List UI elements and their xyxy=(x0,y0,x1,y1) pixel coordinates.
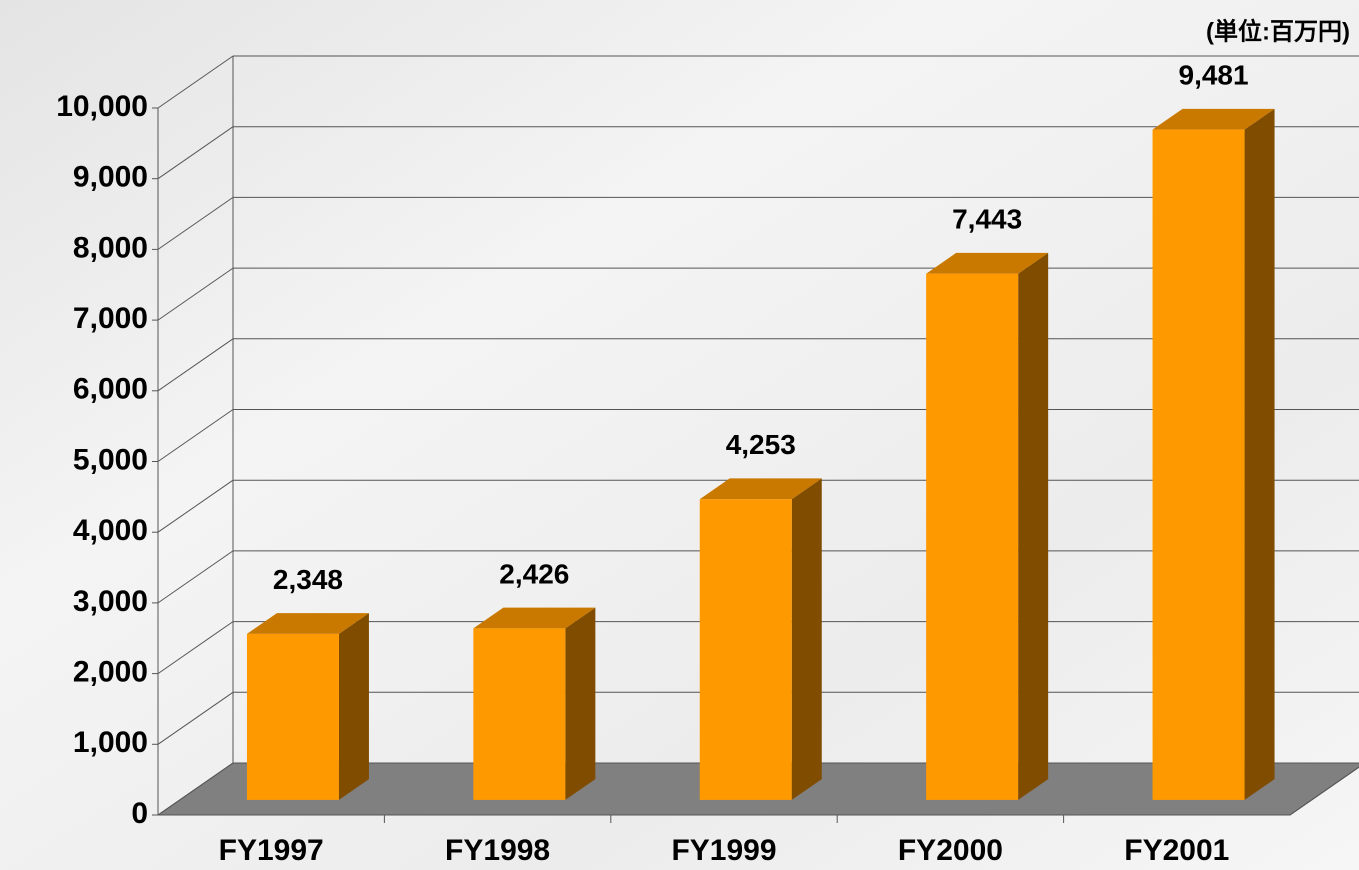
bar xyxy=(1152,129,1245,800)
bar-side xyxy=(1244,108,1275,800)
y-tick-label: 2,000 xyxy=(73,656,148,689)
bar-side xyxy=(565,607,596,800)
bar xyxy=(926,273,1019,800)
y-tick-label: 0 xyxy=(131,797,148,830)
side-grid-line xyxy=(157,691,234,745)
side-grid-line xyxy=(157,479,234,533)
bar-side xyxy=(791,478,822,800)
bar-top xyxy=(926,252,1049,274)
side-grid-line xyxy=(157,762,234,816)
y-tick-label: 5,000 xyxy=(73,443,148,476)
x-tick-label: FY2001 xyxy=(1124,834,1229,867)
floor-right-edge xyxy=(1289,766,1359,816)
bar-top xyxy=(1152,108,1275,130)
bar-top xyxy=(246,613,369,634)
bar xyxy=(473,628,566,800)
side-grid-line xyxy=(157,550,234,604)
unit-annotation: (単位:百万円) xyxy=(1206,17,1350,45)
y-tick-label: 4,000 xyxy=(73,514,148,547)
x-tick-label: FY1999 xyxy=(671,834,776,867)
bar xyxy=(246,633,339,800)
side-grid-line xyxy=(157,196,234,250)
x-tick-label: FY1998 xyxy=(445,834,550,867)
y-tick-label: 3,000 xyxy=(73,585,148,618)
bar-top xyxy=(699,478,822,500)
bar xyxy=(699,499,792,800)
y-tick-label: 10,000 xyxy=(56,90,148,123)
side-grid-line xyxy=(157,55,234,109)
side-grid-line xyxy=(157,126,234,180)
bar-side xyxy=(1018,252,1049,800)
side-grid-line xyxy=(157,621,234,675)
y-tick-label: 7,000 xyxy=(73,302,148,335)
side-grid-line xyxy=(157,338,234,392)
x-tick-label: FY2000 xyxy=(898,834,1003,867)
y-tick-label: 9,000 xyxy=(73,161,148,194)
value-label: 2,348 xyxy=(273,564,343,595)
y-tick-label: 1,000 xyxy=(73,726,148,759)
value-label: 7,443 xyxy=(952,204,1022,235)
value-label: 4,253 xyxy=(726,429,796,460)
bar-side xyxy=(338,613,369,800)
y-tick-label: 8,000 xyxy=(73,231,148,264)
side-grid-line xyxy=(157,409,234,462)
x-tick-label: FY1997 xyxy=(219,834,324,867)
bar-top xyxy=(473,607,596,629)
value-label: 9,481 xyxy=(1179,60,1249,91)
value-label: 2,426 xyxy=(499,558,569,589)
y-tick-label: 6,000 xyxy=(73,373,148,406)
side-grid-line xyxy=(157,267,234,321)
